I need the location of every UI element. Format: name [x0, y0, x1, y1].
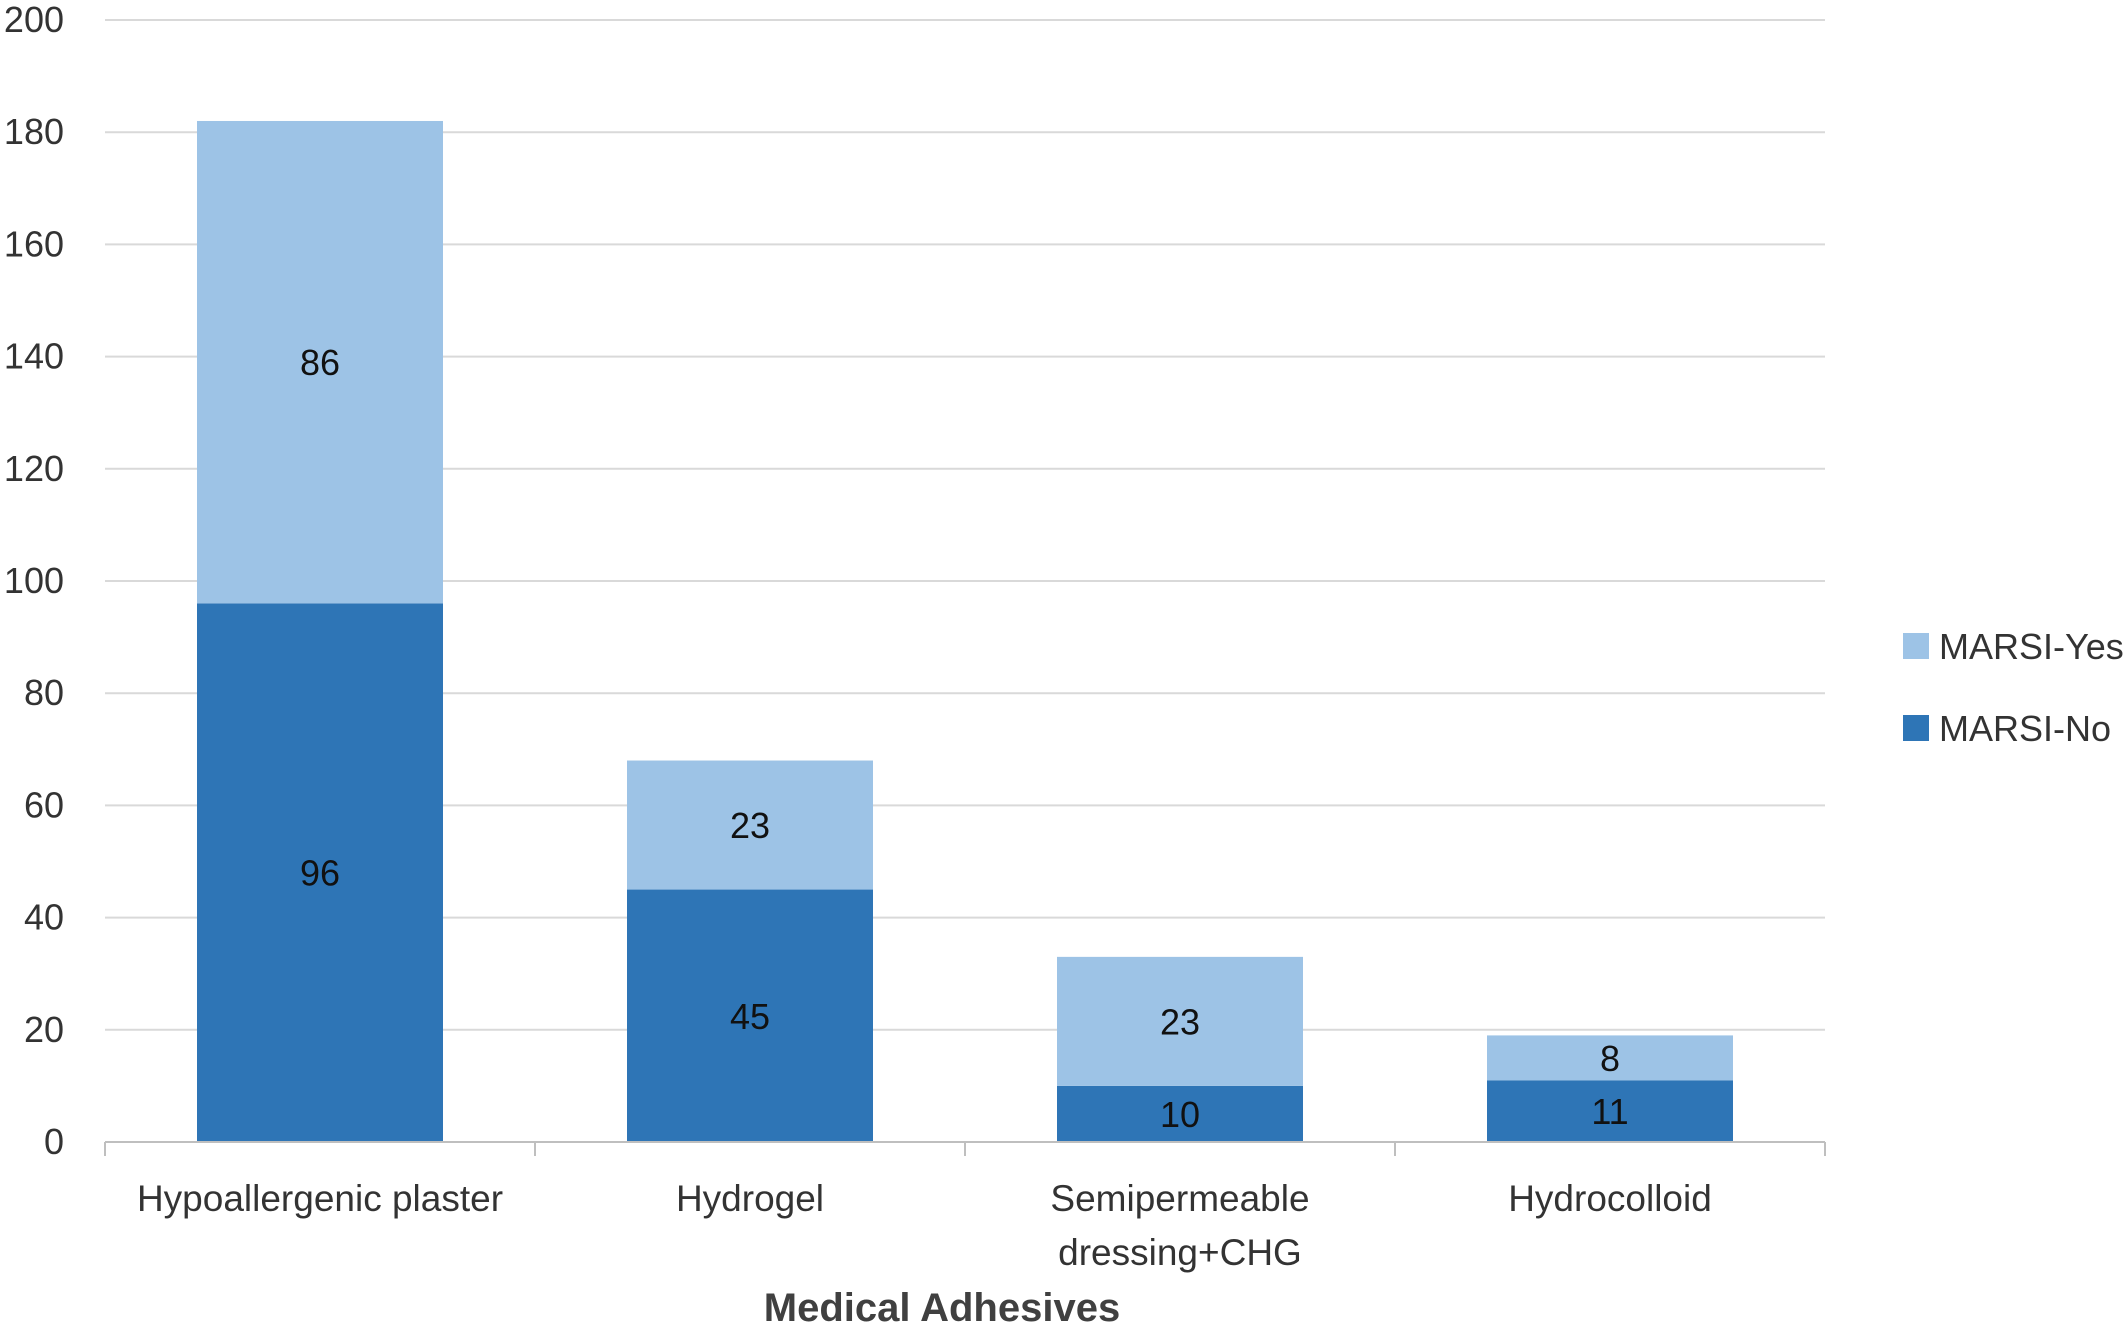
y-tick-label: 60 [24, 784, 64, 825]
x-tick-label-line: Hydrogel [676, 1178, 824, 1219]
bars [197, 120, 1733, 1142]
labels: 0 20 40 60 80 100 120 140 160 180 200 96 86 Hypoaller… [4, 0, 1712, 1273]
bar-marsi-no [197, 603, 443, 1142]
bar-marsi-yes [1487, 1035, 1733, 1081]
data-label: 23 [1160, 1001, 1200, 1042]
legend-swatch [1903, 633, 1929, 659]
data-label: 8 [1600, 1038, 1620, 1079]
legend-label: MARSI-Yes [1939, 626, 2124, 667]
y-tick-label: 200 [4, 0, 64, 40]
y-tick-label: 140 [4, 336, 64, 377]
data-label: 86 [300, 342, 340, 383]
x-tick-label-line: Hydrocolloid [1508, 1178, 1712, 1219]
y-tick-label: 120 [4, 448, 64, 489]
x-tick-label-line: dressing+CHG [1058, 1232, 1302, 1273]
y-tick-label: 80 [24, 672, 64, 713]
legend-label: MARSI-No [1939, 708, 2111, 749]
data-label: 11 [1591, 1091, 1628, 1132]
y-tick-label: 40 [24, 897, 64, 938]
bar-marsi-no [1057, 1085, 1303, 1142]
bar-marsi-no [627, 889, 873, 1142]
y-tick-label: 20 [24, 1009, 64, 1050]
data-label: 96 [300, 853, 340, 894]
bar-marsi-yes [1057, 956, 1303, 1086]
data-label: 10 [1160, 1094, 1200, 1135]
legend-swatch [1903, 715, 1929, 741]
x-tick-label: Hypoallergenic plaster [137, 1178, 503, 1219]
y-tick-label: 160 [4, 223, 64, 264]
axes [104, 1141, 1826, 1156]
x-axis-title: Medical Adhesives [764, 1286, 1120, 1330]
legend: MARSI-Yes MARSI-No [1903, 626, 2124, 749]
y-tick-label: 100 [4, 560, 64, 601]
x-tick-label: Hydrocolloid [1508, 1178, 1712, 1219]
bar-marsi-yes [627, 760, 873, 890]
x-tick-label: Semipermeable dressing+CHG [1050, 1178, 1309, 1273]
data-label: 45 [730, 996, 770, 1037]
data-label: 23 [730, 805, 770, 846]
y-tick-label: 180 [4, 111, 64, 152]
x-tick-label-line: Hypoallergenic plaster [137, 1178, 503, 1219]
y-tick-label: 0 [44, 1121, 64, 1162]
x-tick-label-line: Semipermeable [1050, 1178, 1309, 1219]
bar-marsi-yes [197, 120, 443, 604]
bar-marsi-no [1487, 1080, 1733, 1142]
x-tick-label: Hydrogel [676, 1178, 824, 1219]
